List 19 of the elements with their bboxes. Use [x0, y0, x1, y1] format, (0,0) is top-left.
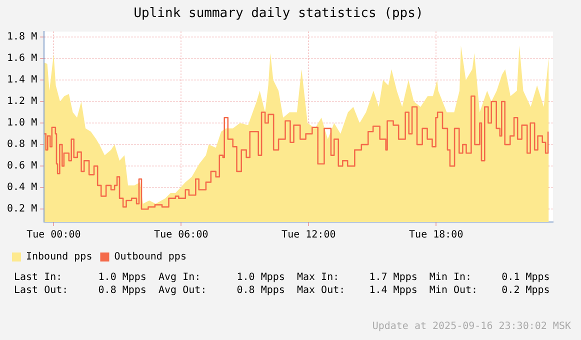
chart-title: Uplink summary daily statistics (pps) [134, 6, 424, 22]
text: Update at 2025-09-16 23:30:02 MSK [372, 321, 571, 332]
y-tick-label: 0.2 M [6, 204, 38, 215]
y-tick-label: 1.2 M [6, 96, 38, 108]
legend-label: Outbound pps [114, 252, 186, 263]
x-tick-label: Tue 06:00 [154, 230, 208, 241]
y-tick-label: 1.8 M [6, 32, 38, 43]
x-tick-label: Tue 00:00 [26, 230, 81, 241]
text: Last In: 1.0 Mpps Avg In: 1.0 Mpps Max In: 1.7 Mpps Min In: 0.1 Mpps [14, 272, 550, 283]
text: Last Out: 0.8 Mpps Avg Out: 0.8 Mpps Max Out: 1.4 Mpps Min Out: 0.2 Mpps [14, 285, 550, 296]
y-tick-label: 0.4 M [6, 182, 38, 194]
x-tick-label: Tue 12:00 [282, 230, 336, 241]
y-tick-label: 1.6 M [6, 53, 38, 64]
y-tick-label: 0.6 M [6, 160, 38, 172]
legend-label: Inbound pps [26, 252, 92, 263]
y-tick-label: 0.8 M [6, 139, 38, 150]
x-tick-label: Tue 18:00 [409, 230, 464, 241]
y-tick-label: 1.4 M [6, 74, 38, 86]
y-tick-label: 1.0 M [6, 118, 38, 129]
